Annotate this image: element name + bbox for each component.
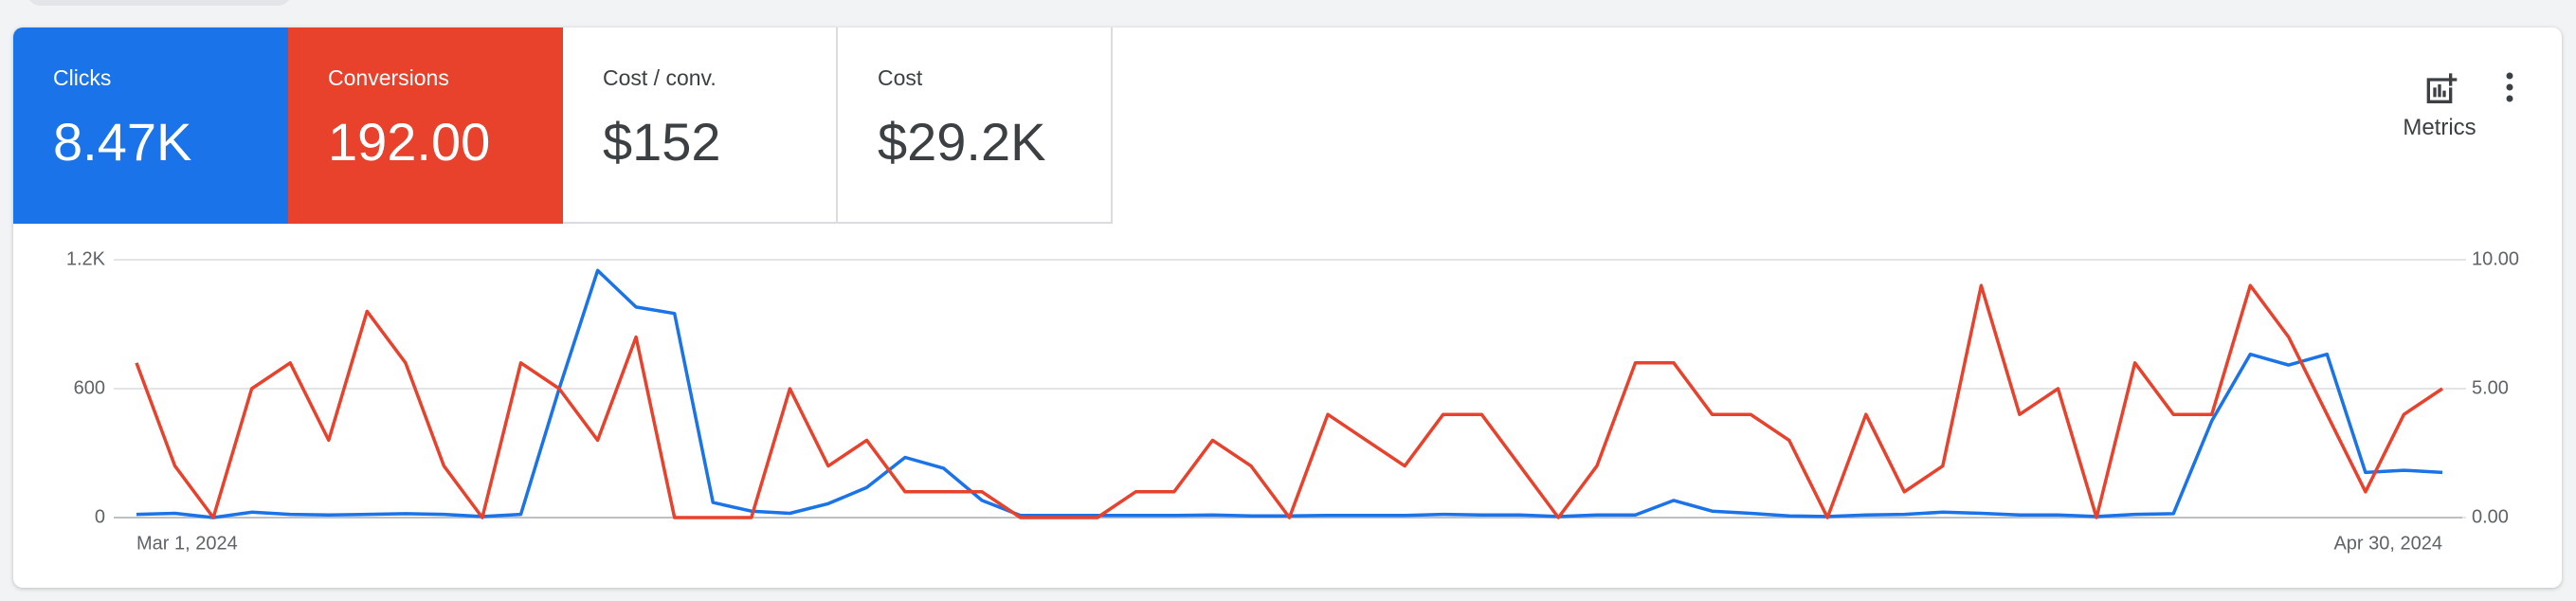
scorecard-value: 192.00 <box>328 112 491 172</box>
scorecard[interactable]: Cost / conv. $152 <box>563 27 838 224</box>
scorecard-label: Cost <box>878 65 923 90</box>
scorecard-label: Cost / conv. <box>603 65 717 90</box>
y2-tick-label: 0.00 <box>2472 506 2509 527</box>
scorecard-value: 8.47K <box>53 112 192 172</box>
metrics-icon <box>2426 73 2458 103</box>
series-line <box>136 268 2443 519</box>
tab-pill[interactable] <box>27 0 292 6</box>
series-line <box>135 283 2443 519</box>
x-tick-label: Mar 1, 2024 <box>136 533 238 554</box>
y-tick-label: 1.2K <box>66 248 106 269</box>
scorecard-label: Clicks <box>53 65 112 90</box>
metrics-button[interactable]: Metrics <box>2383 70 2496 141</box>
scorecard-value: $152 <box>603 112 721 172</box>
x-tick-label: Apr 30, 2024 <box>2333 533 2442 554</box>
scorecard-value: $29.2K <box>878 112 1046 172</box>
scorecard[interactable]: Clicks 8.47K <box>13 27 288 224</box>
y2-tick-label: 10.00 <box>2472 248 2519 269</box>
scorecard[interactable]: Conversions 192.00 <box>288 27 563 224</box>
metrics-label: Metrics <box>2403 115 2476 140</box>
performance-card: Clicks 8.47K Conversions 192.00 Cost / c… <box>13 27 2562 588</box>
y-tick-label: 0 <box>95 506 105 527</box>
y2-tick-label: 5.00 <box>2472 377 2509 398</box>
more-menu[interactable] <box>2498 70 2521 108</box>
y-tick-label: 600 <box>74 377 105 398</box>
scorecard-label: Conversions <box>328 65 449 90</box>
scorecard[interactable]: Cost $29.2K <box>838 27 1113 224</box>
